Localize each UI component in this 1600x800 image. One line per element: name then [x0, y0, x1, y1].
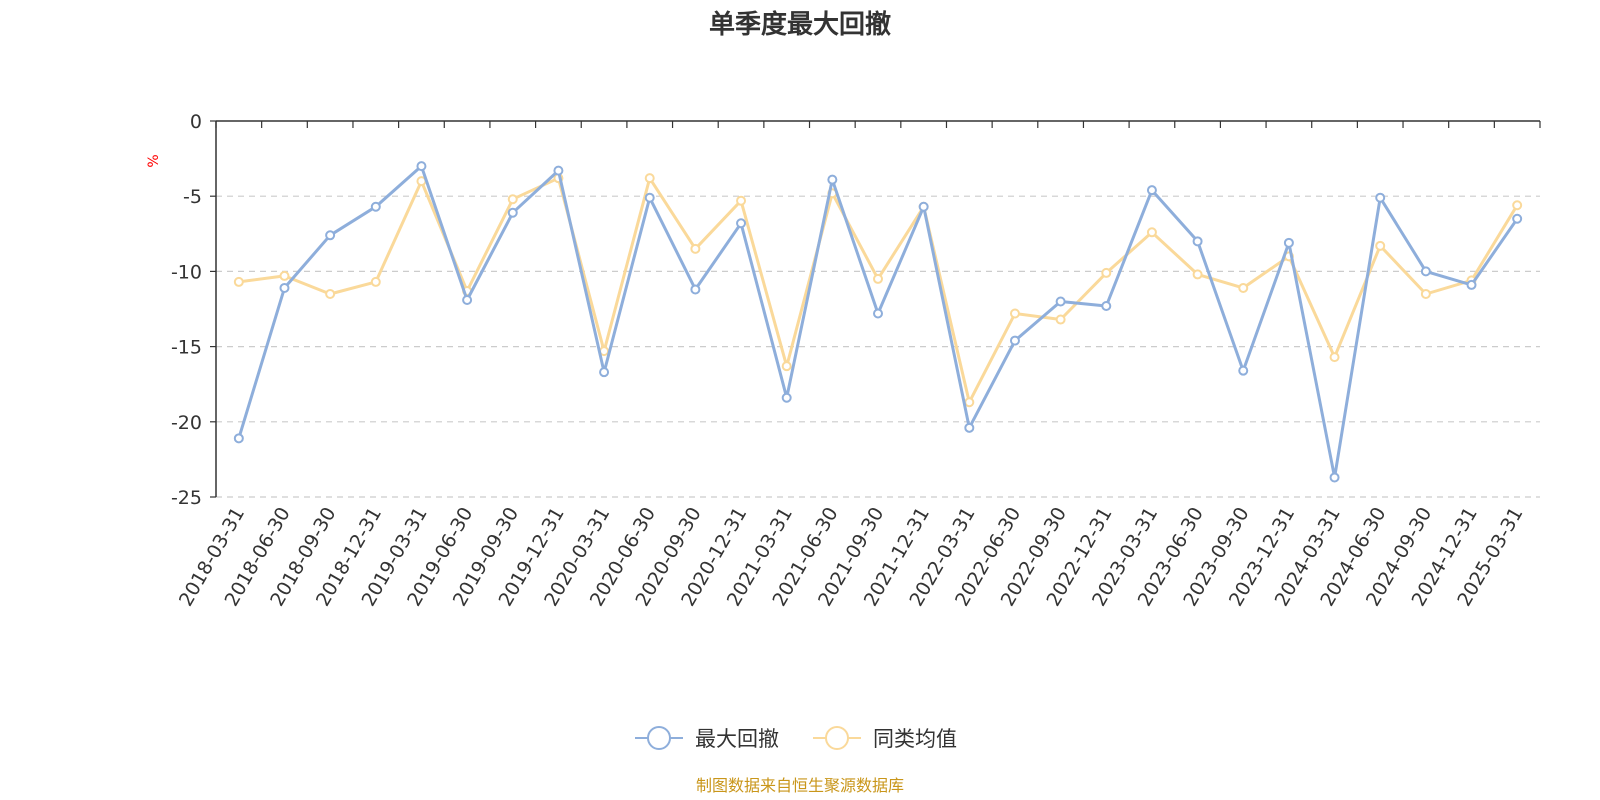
data-point: [1238, 365, 1249, 376]
data-point: [644, 173, 655, 184]
data-point: [507, 207, 518, 218]
data-point: [964, 422, 975, 433]
legend-label: 同类均值: [873, 727, 957, 751]
data-point: [599, 367, 610, 378]
data-point: [781, 392, 792, 403]
data-point: [553, 165, 564, 176]
data-point: [1329, 352, 1340, 363]
data-point: [1420, 288, 1431, 299]
data-point: [1238, 282, 1249, 293]
y-tick-label: -5: [183, 186, 202, 208]
data-point: [690, 243, 701, 254]
data-point: [827, 174, 838, 185]
data-point: [233, 276, 244, 287]
data-point: [736, 218, 747, 229]
y-tick-labels: 0 -5 -10 -15 -20 -25: [171, 111, 202, 509]
data-point: [1512, 213, 1523, 224]
data-point: [1101, 300, 1112, 311]
data-point: [918, 201, 929, 212]
data-point: [279, 270, 290, 281]
chart-title: 单季度最大回撤: [709, 9, 891, 40]
series-line-1: [238, 176, 1519, 404]
data-point: [1375, 240, 1386, 251]
data-point: [690, 284, 701, 295]
data-point: [1146, 227, 1157, 238]
data-point: [873, 273, 883, 284]
data-point: [1283, 237, 1294, 248]
y-tick-label: -20: [171, 412, 202, 434]
y-tick-label: 0: [190, 111, 202, 133]
data-point: [1375, 192, 1386, 203]
y-tick-label: -25: [171, 487, 202, 509]
data-point: [462, 294, 473, 305]
y-tick-label: -15: [171, 337, 202, 359]
grid-lines: [216, 195, 1540, 498]
data-point: [1420, 266, 1431, 277]
data-point: [507, 194, 518, 205]
x-tick-labels: 2018-03-312018-06-302018-09-302018-12-31…: [175, 504, 1528, 611]
data-point: [736, 195, 747, 206]
data-point: [1055, 296, 1066, 307]
legend: 最大回撤 同类均值: [635, 726, 957, 751]
data-point: [1512, 200, 1523, 211]
legend-label: 最大回撤: [695, 727, 779, 751]
data-point: [1009, 308, 1020, 319]
data-point: [370, 276, 381, 287]
data-point: [1466, 279, 1477, 290]
data-point: [416, 161, 427, 172]
axes: [210, 120, 1541, 498]
data-point: [1146, 185, 1157, 196]
y-axis-unit: %: [146, 154, 162, 167]
data-point: [325, 230, 336, 241]
data-point: [644, 192, 655, 203]
legend-marker: [647, 726, 671, 750]
data-point: [873, 308, 883, 319]
data-point: [964, 397, 975, 408]
data-point: [325, 288, 336, 299]
data-point: [1329, 472, 1340, 483]
legend-marker: [825, 726, 849, 750]
source-note: 制图数据来自恒生聚源数据库: [696, 776, 904, 795]
series-lines: [233, 161, 1523, 483]
data-point: [1192, 236, 1203, 247]
y-tick-label: -10: [171, 261, 202, 283]
data-point: [1192, 269, 1203, 280]
data-point: [1055, 314, 1066, 325]
data-point: [1101, 267, 1112, 278]
data-point: [1009, 335, 1020, 346]
series-line-0: [237, 164, 1519, 479]
data-point: [370, 201, 381, 212]
data-point: [279, 282, 290, 293]
data-point: [781, 361, 792, 372]
data-point: [233, 433, 244, 444]
